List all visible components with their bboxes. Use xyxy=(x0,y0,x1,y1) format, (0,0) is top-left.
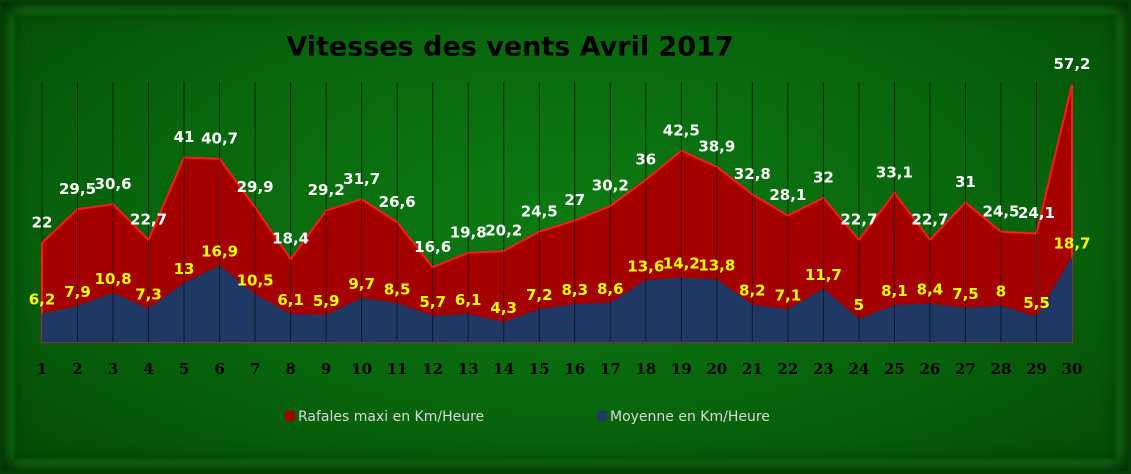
data-label: 5,5 xyxy=(1023,294,1050,312)
x-tick-label: 20 xyxy=(706,360,727,378)
x-tick-label: 24 xyxy=(848,360,869,378)
data-label: 24,1 xyxy=(1018,204,1055,222)
data-label: 24,5 xyxy=(521,202,558,220)
data-label: 30,6 xyxy=(95,175,132,193)
data-label: 10,5 xyxy=(237,271,274,289)
data-label: 38,9 xyxy=(698,137,735,155)
x-tick-label: 19 xyxy=(671,360,692,378)
data-label: 22,7 xyxy=(130,210,167,228)
data-label: 8,5 xyxy=(384,280,411,298)
chart-title: Vitesses des vents Avril 2017 xyxy=(286,32,733,63)
x-tick-label: 13 xyxy=(458,360,479,378)
data-label: 29,5 xyxy=(59,180,96,198)
data-label: 5 xyxy=(854,296,864,314)
data-label: 13,8 xyxy=(698,256,735,274)
data-label: 13 xyxy=(174,260,195,278)
legend-label: Rafales maxi en Km/Heure xyxy=(298,409,484,425)
data-label: 32 xyxy=(813,169,834,187)
data-label: 7,3 xyxy=(135,286,162,304)
data-label: 22 xyxy=(32,214,53,232)
data-label: 26,6 xyxy=(379,193,416,211)
data-label: 24,5 xyxy=(982,202,1019,220)
data-label: 8,4 xyxy=(917,281,944,299)
legend-swatch xyxy=(597,411,607,421)
x-tick-label: 18 xyxy=(635,360,656,378)
data-label: 20,2 xyxy=(485,222,522,240)
data-label: 5,7 xyxy=(419,293,446,311)
x-tick-label: 2 xyxy=(72,360,82,378)
data-label: 22,7 xyxy=(840,210,877,228)
x-tick-label: 12 xyxy=(422,360,443,378)
data-label: 16,9 xyxy=(201,242,238,260)
x-tick-label: 23 xyxy=(813,360,834,378)
legend-swatch xyxy=(285,411,295,421)
data-label: 7,9 xyxy=(64,283,91,301)
data-label: 7,2 xyxy=(526,286,553,304)
data-label: 18,4 xyxy=(272,230,309,248)
x-tick-label: 9 xyxy=(321,360,331,378)
x-tick-label: 5 xyxy=(179,360,189,378)
data-label: 27 xyxy=(564,191,585,209)
x-tick-label: 10 xyxy=(351,360,372,378)
data-label: 29,2 xyxy=(308,181,345,199)
data-label: 4,3 xyxy=(490,299,517,317)
data-label: 16,6 xyxy=(414,238,451,256)
x-tick-label: 29 xyxy=(1026,360,1047,378)
data-label: 5,9 xyxy=(313,292,340,310)
x-tick-label: 3 xyxy=(108,360,118,378)
x-tick-label: 21 xyxy=(742,360,763,378)
data-label: 40,7 xyxy=(201,129,238,147)
data-label: 8,6 xyxy=(597,280,624,298)
data-label: 7,5 xyxy=(952,285,979,303)
data-label: 36 xyxy=(635,151,656,169)
data-label: 6,2 xyxy=(29,291,56,309)
data-label: 8,2 xyxy=(739,282,766,300)
x-tick-label: 4 xyxy=(143,360,153,378)
data-label: 32,8 xyxy=(734,165,771,183)
data-label: 18,7 xyxy=(1053,234,1090,252)
x-tick-label: 7 xyxy=(250,360,260,378)
data-label: 33,1 xyxy=(876,164,913,182)
data-label: 6,1 xyxy=(277,291,304,309)
x-tick-label: 30 xyxy=(1062,360,1083,378)
x-tick-label: 1 xyxy=(37,360,47,378)
data-label: 28,1 xyxy=(769,186,806,204)
x-tick-label: 27 xyxy=(955,360,976,378)
data-label: 31,7 xyxy=(343,170,380,188)
data-label: 6,1 xyxy=(455,291,482,309)
data-label: 19,8 xyxy=(450,223,487,241)
data-label: 8,3 xyxy=(561,281,588,299)
x-tick-label: 15 xyxy=(529,360,550,378)
x-tick-label: 16 xyxy=(564,360,585,378)
data-label: 29,9 xyxy=(237,178,274,196)
data-label: 57,2 xyxy=(1053,55,1090,73)
x-tick-label: 28 xyxy=(991,360,1012,378)
x-tick-label: 11 xyxy=(387,360,408,378)
data-label: 10,8 xyxy=(95,270,132,288)
x-tick-label: 17 xyxy=(600,360,621,378)
x-tick-label: 6 xyxy=(214,360,224,378)
x-tick-label: 22 xyxy=(777,360,798,378)
x-tick-label: 26 xyxy=(919,360,940,378)
data-label: 7,1 xyxy=(775,287,802,305)
data-label: 11,7 xyxy=(805,266,842,284)
data-label: 42,5 xyxy=(663,121,700,139)
x-tick-label: 25 xyxy=(884,360,905,378)
data-label: 14,2 xyxy=(663,255,700,273)
x-tick-label: 8 xyxy=(285,360,295,378)
data-label: 8 xyxy=(996,283,1006,301)
data-label: 22,7 xyxy=(911,210,948,228)
data-label: 13,6 xyxy=(627,257,664,275)
x-tick-label: 14 xyxy=(493,360,514,378)
data-label: 8,1 xyxy=(881,282,908,300)
data-label: 30,2 xyxy=(592,177,629,195)
legend-label: Moyenne en Km/Heure xyxy=(610,409,770,425)
data-label: 31 xyxy=(955,173,976,191)
data-label: 41 xyxy=(174,128,195,146)
data-label: 9,7 xyxy=(348,275,375,293)
